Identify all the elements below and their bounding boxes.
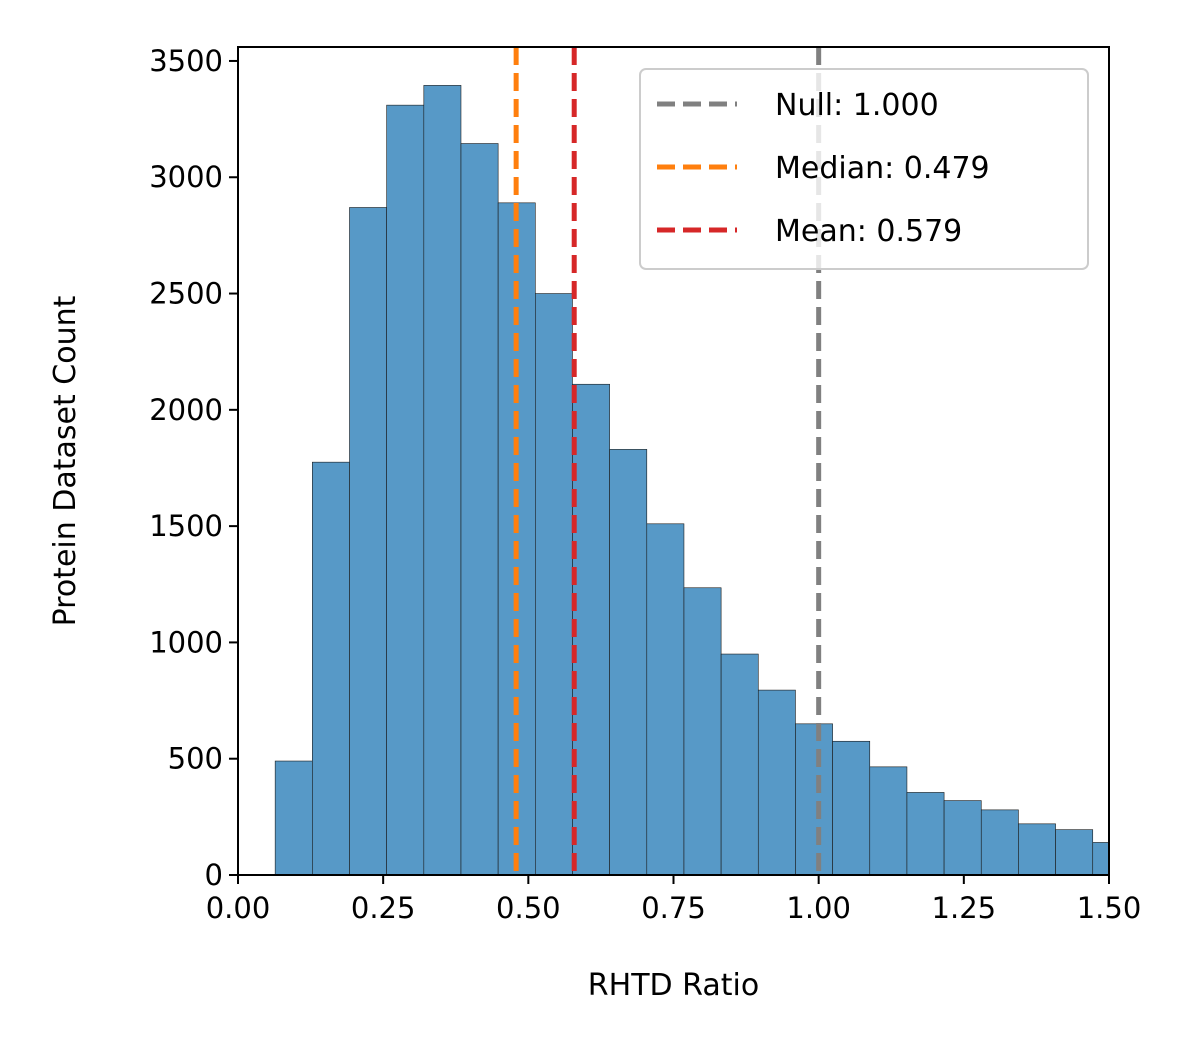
y-tick-label: 1500 [149, 509, 223, 543]
x-tick-label: 1.00 [786, 891, 851, 925]
histogram-bar [535, 293, 573, 875]
histogram-bar [943, 800, 982, 875]
y-axis: 0 500 1000 1500 2000 2500 3000 3500 [149, 44, 238, 892]
y-tick-label: 2500 [149, 277, 223, 311]
y-tick-label: 3000 [149, 160, 223, 194]
histogram-bar [497, 202, 536, 875]
histogram-bar [720, 653, 759, 875]
y-tick-label: 3500 [149, 44, 223, 78]
histogram-bar [423, 85, 462, 875]
legend-label: Median: 0.479 [775, 151, 990, 186]
histogram-bar [1018, 823, 1056, 875]
histogram-bar [312, 461, 350, 875]
x-tick-label: 1.50 [1077, 891, 1142, 925]
y-tick-label: 0 [205, 858, 223, 892]
histogram-bar [683, 587, 722, 875]
histogram-bar [757, 689, 796, 875]
x-axis: 0.00 0.25 0.50 0.75 1.00 1.25 1.50 [206, 875, 1142, 925]
x-tick-label: 1.25 [932, 891, 997, 925]
x-tick-label: 0.25 [351, 891, 416, 925]
x-tick-label: 0.75 [641, 891, 706, 925]
histogram-bar [1055, 829, 1094, 875]
legend-label: Null: 1.000 [775, 88, 939, 123]
histogram-bar [349, 207, 387, 875]
histogram-bars [274, 85, 1109, 875]
histogram-bar [572, 383, 610, 875]
legend-label: Mean: 0.579 [775, 214, 962, 249]
x-tick-label: 0.50 [496, 891, 561, 925]
y-tick-label: 1000 [149, 625, 223, 659]
histogram-bar [980, 809, 1019, 875]
histogram-bar [869, 766, 908, 875]
histogram-bar [646, 523, 685, 875]
x-axis-title: RHTD Ratio [588, 968, 759, 1003]
histogram-bar [386, 104, 425, 875]
legend-box [639, 68, 1089, 270]
histogram-bar [609, 449, 648, 875]
y-axis-title: Protein Dataset Count [48, 295, 83, 626]
histogram-bar [832, 740, 871, 875]
y-tick-label: 2000 [149, 393, 223, 427]
histogram-bar [460, 143, 499, 875]
histogram-bar [906, 792, 945, 875]
legend: Null: 1.000 Median: 0.479 Mean: 0.579 [639, 68, 1089, 270]
histogram-bar [1092, 842, 1109, 875]
histogram-bar [795, 723, 833, 875]
y-tick-label: 500 [168, 742, 223, 776]
x-tick-label: 0.00 [206, 891, 271, 925]
histogram-bar [274, 760, 313, 875]
